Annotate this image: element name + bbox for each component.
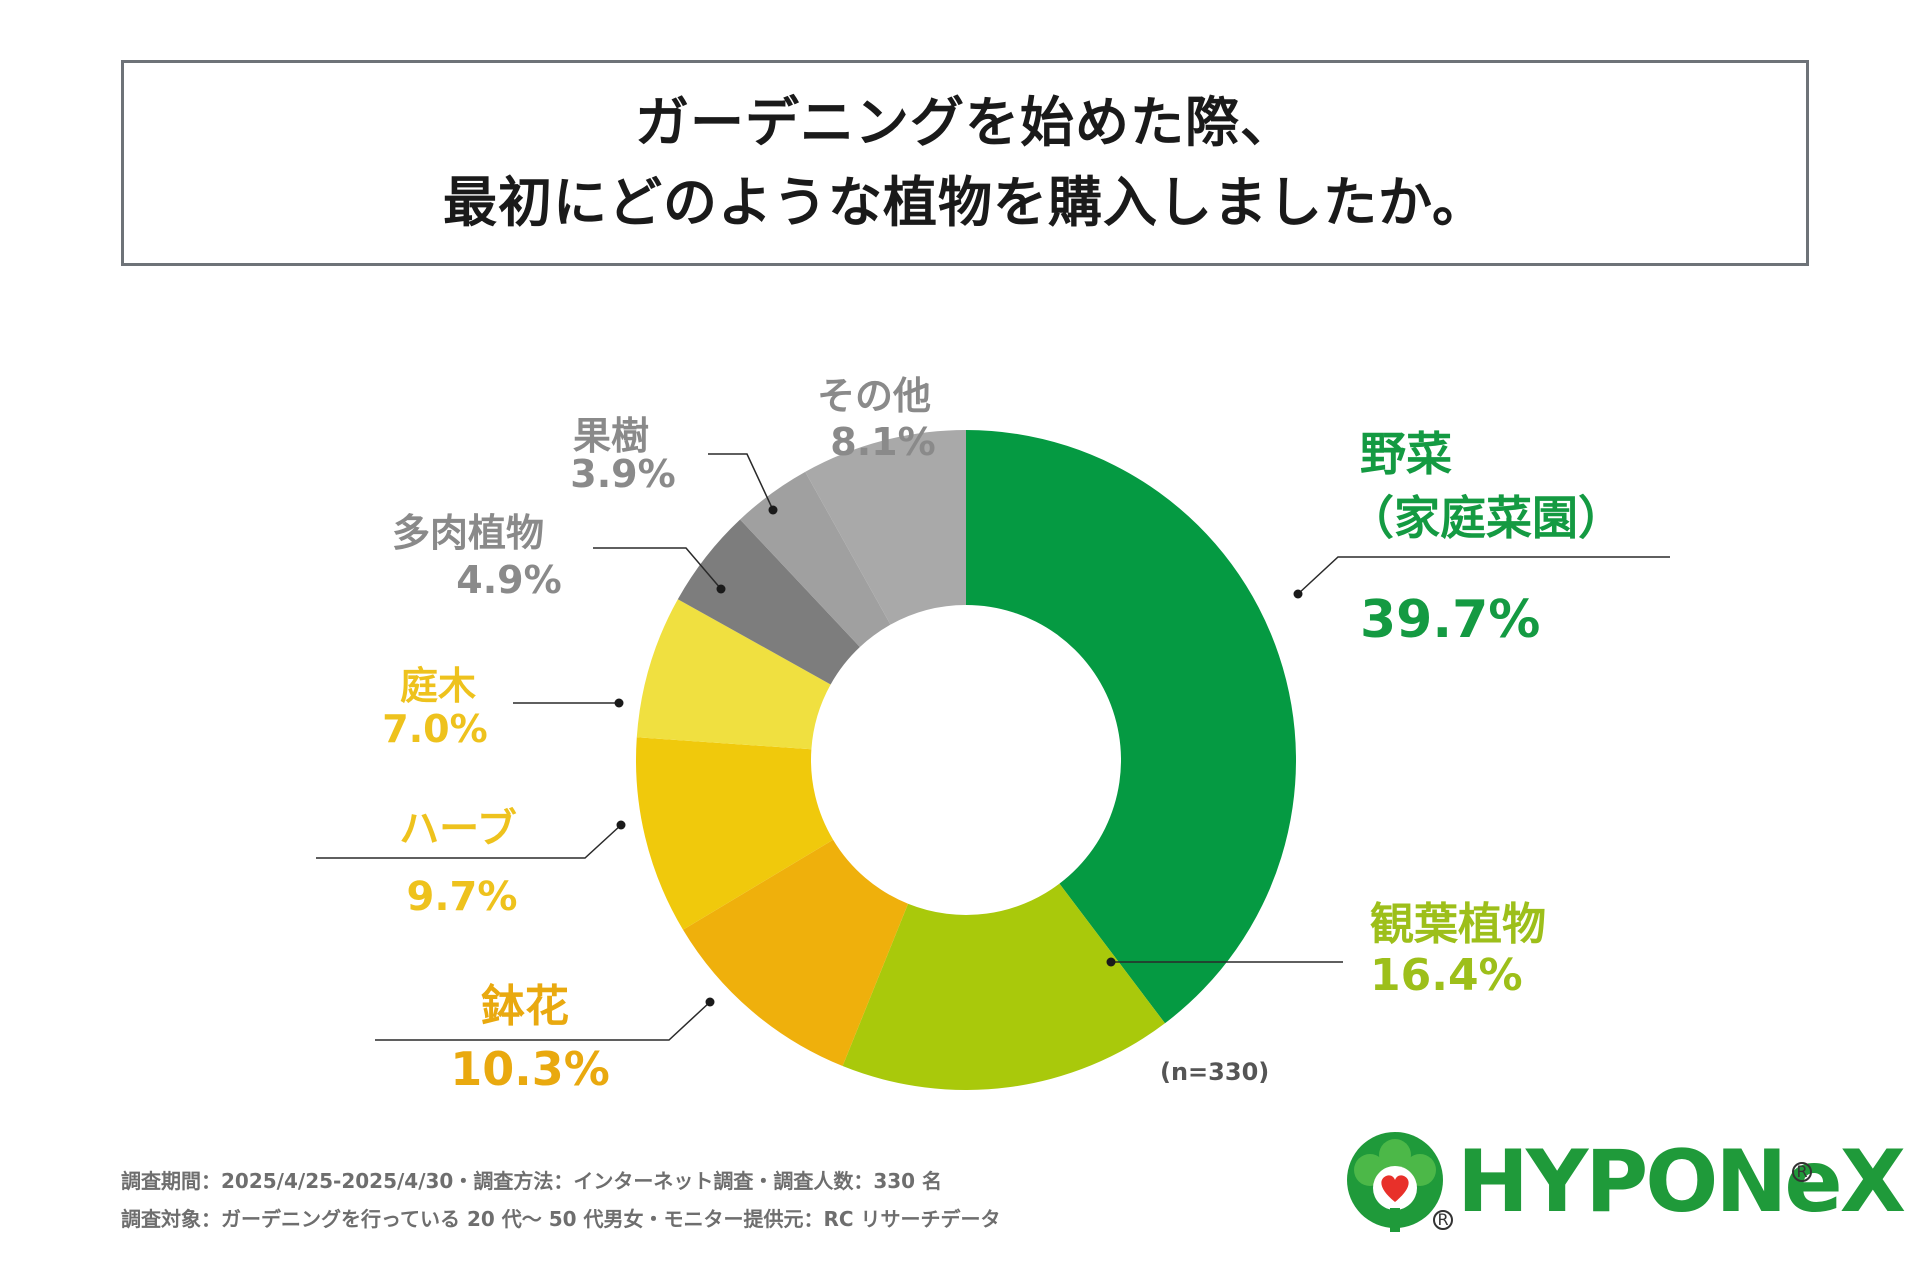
- leader-dot-garden-trees: [614, 698, 624, 708]
- slice-potted-flowers: [683, 839, 909, 1067]
- value-other: 8.1%: [830, 420, 936, 464]
- value-foliage-plants: 16.4%: [1370, 950, 1523, 1001]
- leader-dot-foliage-plants: [1106, 957, 1116, 967]
- value-fruit-trees: 3.9%: [570, 452, 676, 496]
- leader-dot-potted-flowers: [705, 997, 715, 1007]
- chart-title-line-1: ガーデニングを始めた際、: [635, 91, 1295, 154]
- leader-line-vegetables: [1297, 556, 1670, 595]
- registered-mark-icon: R: [1792, 1162, 1812, 1182]
- leader-dot-fruit-trees: [768, 505, 778, 515]
- slice-fruit-trees: [740, 471, 891, 648]
- value-potted-flowers: 10.3%: [450, 1042, 610, 1096]
- leader-line-succulents: [593, 547, 722, 590]
- label-other: その他: [816, 374, 931, 418]
- slice-herbs: [636, 737, 834, 930]
- label-potted-flowers: 鉢花: [481, 981, 569, 1032]
- logo-text: HYPONeX: [1457, 1132, 1906, 1232]
- leader-line-herbs: [316, 824, 622, 859]
- value-vegetables: 39.7%: [1360, 590, 1541, 650]
- label-foliage-plants: 観葉植物: [1370, 899, 1546, 950]
- value-garden-trees: 7.0%: [382, 707, 488, 751]
- hyponex-logo: HYPONeX R R: [1340, 1130, 1906, 1240]
- label-succulents: 多肉植物: [391, 511, 544, 555]
- label-vegetables: 野菜: [1360, 427, 1452, 481]
- leader-line-potted-flowers: [375, 1001, 711, 1041]
- title-box: ガーデニングを始めた際、 最初にどのような植物を購入しましたか。: [121, 60, 1809, 266]
- chart-title-line-2: 最初にどのような植物を購入しましたか。: [443, 171, 1487, 234]
- survey-info-line-2: 調査対象：ガーデニングを行っている 20 代〜 50 代男女・モニター提供元：R…: [121, 1207, 1001, 1231]
- survey-info-line-1: 調査期間：2025/4/25-2025/4/30・調査方法：インターネット調査・…: [121, 1169, 943, 1193]
- leader-dot-vegetables: [1293, 589, 1303, 599]
- slice-vegetables: [966, 430, 1296, 1024]
- leader-line-fruit-trees: [708, 453, 774, 511]
- value-herbs: 9.7%: [406, 874, 518, 920]
- label-garden-trees: 庭木: [399, 664, 476, 708]
- heart-icon: [1381, 1175, 1409, 1202]
- value-succulents: 4.9%: [456, 558, 562, 602]
- slice-garden-trees: [636, 599, 831, 750]
- tree-heart-icon: [1347, 1132, 1443, 1232]
- label-fruit-trees: 果樹: [572, 414, 649, 458]
- slice-succulents: [677, 519, 860, 685]
- slice-foliage-plants: [842, 883, 1165, 1090]
- label-vegetables-sub: （家庭菜園）: [1348, 491, 1624, 545]
- registered-mark-icon: R: [1433, 1210, 1453, 1230]
- leader-dot-herbs: [616, 820, 626, 830]
- leader-dot-succulents: [716, 584, 726, 594]
- slice-other: [805, 430, 966, 625]
- sample-size-note: (n=330): [1160, 1058, 1270, 1086]
- label-herbs: ハーブ: [399, 806, 517, 852]
